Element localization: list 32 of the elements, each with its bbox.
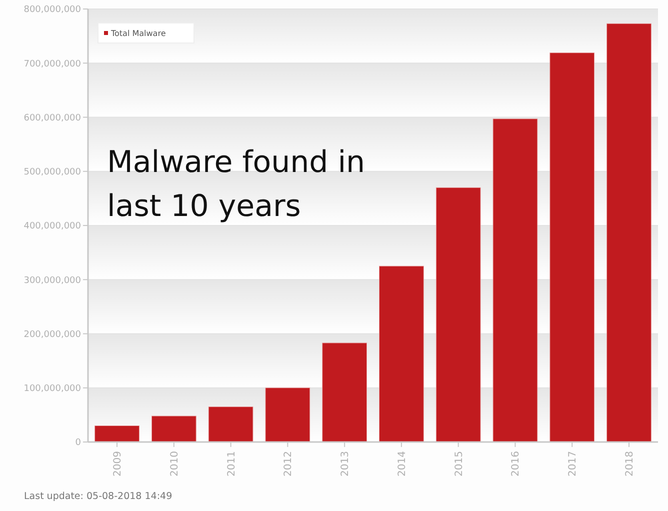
bar [151,416,196,442]
y-tick-label: 200,000,000 [24,330,82,340]
x-tick-label: 2017 [568,451,579,476]
x-tick-label: 2012 [283,451,294,476]
x-tick-label: 2014 [396,451,408,476]
text: Last update: 05-08-2018 14:49 [24,491,172,502]
x-tick-label: 2015 [454,451,465,476]
x-tick-label: 2010 [169,451,180,476]
bar [208,406,254,442]
legend: Total Malware [98,22,194,44]
bar [606,23,652,442]
y-tick-label: 100,000,000 [24,384,82,394]
bar [379,266,424,442]
x-tick-label: 2013 [340,451,352,476]
x-tick-label: 2011 [226,451,238,476]
x-tick-label: 2009 [112,451,124,476]
bar [436,187,481,442]
bar [550,52,595,442]
y-tick-label: 400,000,000 [24,222,82,232]
y-tick-label: 700,000,000 [24,59,82,70]
bar [322,342,367,442]
y-tick-label: 800,000,000 [24,5,82,16]
y-tick-label: 500,000,000 [24,168,82,178]
text: Malware found in last 10 years [107,145,366,224]
y-tick-label: 600,000,000 [24,113,82,124]
x-tick-label: 2016 [510,451,522,476]
x-tick-label: 2018 [624,451,636,476]
y-tick-label: 300,000,000 [24,276,82,286]
bar [94,426,140,442]
bar [265,388,310,442]
bar [492,118,538,442]
y-tick-label: 0 [75,438,82,448]
